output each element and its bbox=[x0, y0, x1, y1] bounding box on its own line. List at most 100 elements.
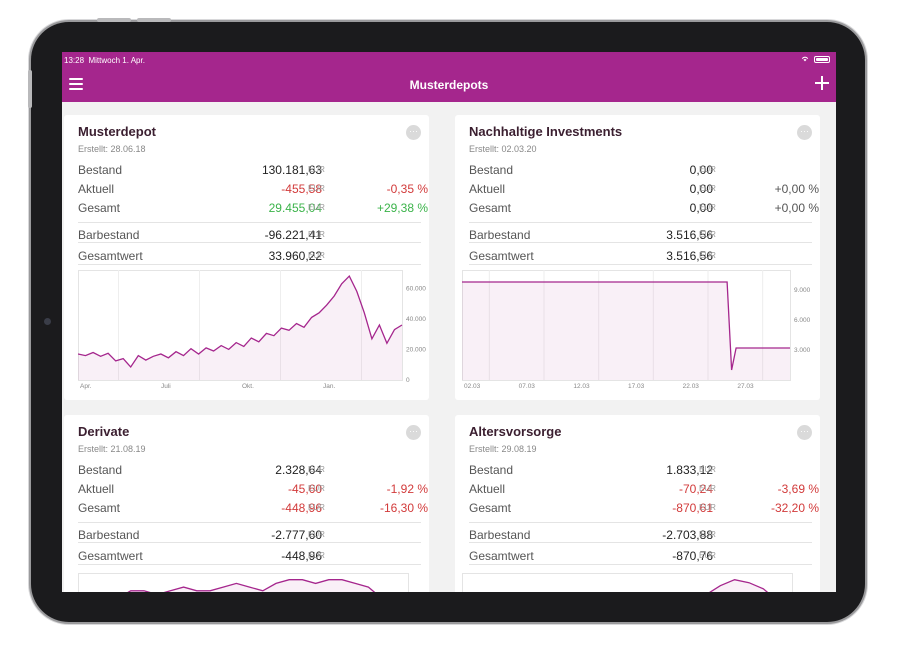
x-tick-label: 17.03 bbox=[628, 383, 645, 390]
depot-card[interactable]: Altersvorsorge Erstellt: 29.08.19 ··· Besta… bbox=[455, 415, 820, 592]
chart-frame bbox=[78, 270, 403, 381]
chart-frame bbox=[462, 270, 791, 381]
x-tick-label: Okt. bbox=[242, 383, 254, 390]
row-aktuell: Aktuell -455,58 EUR -0,35 % bbox=[78, 182, 436, 198]
row-bestand: Bestand 130.181,63 EUR bbox=[78, 163, 436, 179]
row-label: Aktuell bbox=[78, 182, 115, 196]
currency-label: EUR bbox=[308, 484, 325, 493]
row-label: Aktuell bbox=[469, 182, 506, 196]
card-title: Musterdepot bbox=[78, 124, 156, 139]
row-label: Bestand bbox=[78, 463, 123, 477]
row-percent: -16,30 % bbox=[379, 501, 428, 515]
page-title: Musterdepots bbox=[409, 78, 489, 92]
y-tick-label: 9.000 bbox=[794, 287, 811, 294]
y-tick-label: 3.000 bbox=[794, 347, 811, 354]
row-value: -45,60 bbox=[287, 482, 322, 496]
more-icon[interactable]: ··· bbox=[797, 425, 812, 440]
divider bbox=[78, 542, 421, 543]
card-title: Derivate bbox=[78, 424, 130, 439]
row-barbestand: Barbestand -2.777,60 EUR bbox=[78, 528, 436, 544]
plus-icon[interactable] bbox=[815, 76, 829, 90]
y-tick-label: 20.000 bbox=[406, 346, 426, 353]
row-percent: +0,00 % bbox=[774, 201, 819, 215]
row-label: Gesamtwert bbox=[78, 249, 143, 263]
row-label: Aktuell bbox=[469, 482, 506, 496]
power-button bbox=[28, 70, 32, 108]
front-camera bbox=[44, 318, 51, 325]
row-percent: +0,00 % bbox=[774, 182, 819, 196]
row-percent: +29,38 % bbox=[376, 201, 428, 215]
row-barbestand: Barbestand -96.221,41 EUR bbox=[78, 228, 436, 244]
divider bbox=[469, 542, 812, 543]
row-value: 0,00 bbox=[689, 182, 713, 196]
x-tick-label: 07.03 bbox=[519, 383, 536, 390]
divider bbox=[469, 564, 812, 565]
chart-frame bbox=[78, 573, 409, 592]
currency-label: EUR bbox=[699, 165, 716, 174]
row-aktuell: Aktuell -70,24 EUR -3,69 % bbox=[469, 482, 827, 498]
row-percent: -0,35 % bbox=[386, 182, 428, 196]
x-tick-label: 27.03 bbox=[737, 383, 754, 390]
row-label: Bestand bbox=[78, 163, 123, 177]
row-value: -2.703,88 bbox=[662, 528, 713, 542]
created-date: Erstellt: 21.08.19 bbox=[78, 444, 146, 454]
x-tick-label: 02.03 bbox=[464, 383, 481, 390]
row-label: Barbestand bbox=[78, 228, 140, 242]
created-date: Erstellt: 02.03.20 bbox=[469, 144, 537, 154]
currency-label: EUR bbox=[308, 503, 325, 512]
row-label: Barbestand bbox=[469, 228, 531, 242]
divider bbox=[469, 522, 812, 523]
row-label: Barbestand bbox=[469, 528, 531, 542]
divider bbox=[78, 564, 421, 565]
row-label: Bestand bbox=[469, 463, 514, 477]
currency-label: EUR bbox=[699, 465, 716, 474]
depot-card[interactable]: Nachhaltige Investments Erstellt: 02.03.2… bbox=[455, 115, 820, 400]
volume-button bbox=[137, 18, 171, 22]
more-icon[interactable]: ··· bbox=[797, 125, 812, 140]
row-label: Gesamt bbox=[78, 201, 121, 215]
y-tick-label: 60.000 bbox=[406, 285, 426, 292]
currency-label: EUR bbox=[699, 230, 716, 239]
depot-card[interactable]: Derivate Erstellt: 21.08.19 ··· Bestand 2.32… bbox=[64, 415, 429, 592]
row-label: Gesamt bbox=[469, 201, 512, 215]
series-area bbox=[78, 276, 402, 380]
wifi-icon bbox=[801, 56, 809, 62]
x-tick-label: Apr. bbox=[80, 383, 92, 390]
row-barbestand: Barbestand -2.703,88 EUR bbox=[469, 528, 827, 544]
row-value: -455,58 bbox=[281, 182, 322, 196]
row-gesamtwert: Gesamtwert -448,96 EUR bbox=[78, 549, 436, 565]
series-line bbox=[709, 579, 769, 592]
row-gesamt: Gesamt 0,00 EUR +0,00 % bbox=[469, 201, 827, 217]
app-screen: 13:28 Mittwoch 1. Apr. Musterdepots Must… bbox=[62, 52, 836, 592]
more-icon[interactable]: ··· bbox=[406, 125, 421, 140]
row-gesamt: Gesamt -870,61 EUR -32,20 % bbox=[469, 501, 827, 517]
currency-label: EUR bbox=[699, 184, 716, 193]
y-tick-label: 0 bbox=[406, 377, 410, 384]
row-value: 0,00 bbox=[689, 163, 713, 177]
y-tick-label: 6.000 bbox=[794, 317, 811, 324]
x-tick-label: 12.03 bbox=[573, 383, 590, 390]
more-icon[interactable]: ··· bbox=[406, 425, 421, 440]
row-gesamtwert: Gesamtwert 33.960,22 EUR bbox=[78, 249, 436, 265]
currency-label: EUR bbox=[308, 165, 325, 174]
currency-label: EUR bbox=[699, 503, 716, 512]
currency-label: EUR bbox=[308, 251, 325, 260]
x-tick-label: 22.03 bbox=[683, 383, 700, 390]
divider bbox=[469, 242, 812, 243]
y-tick-label: 40.000 bbox=[406, 316, 426, 323]
navigation-bar: 13:28 Mittwoch 1. Apr. Musterdepots bbox=[62, 52, 836, 102]
row-gesamt: Gesamt 29.455,04 EUR +29,38 % bbox=[78, 201, 436, 217]
chart-frame bbox=[462, 573, 793, 592]
row-bestand: Bestand 0,00 EUR bbox=[469, 163, 827, 179]
depot-card[interactable]: Musterdepot Erstellt: 28.06.18 ··· Bestand 1… bbox=[64, 115, 429, 400]
row-label: Aktuell bbox=[78, 482, 115, 496]
battery-icon bbox=[814, 55, 830, 63]
row-value: 29.455,04 bbox=[268, 201, 322, 215]
currency-label: EUR bbox=[699, 251, 716, 260]
menu-icon[interactable] bbox=[69, 78, 83, 90]
row-value: -870,76 bbox=[672, 549, 713, 563]
row-label: Gesamtwert bbox=[469, 549, 534, 563]
currency-label: EUR bbox=[699, 551, 716, 560]
row-value: 1.833,12 bbox=[666, 463, 713, 477]
chart: 300 bbox=[78, 573, 409, 592]
